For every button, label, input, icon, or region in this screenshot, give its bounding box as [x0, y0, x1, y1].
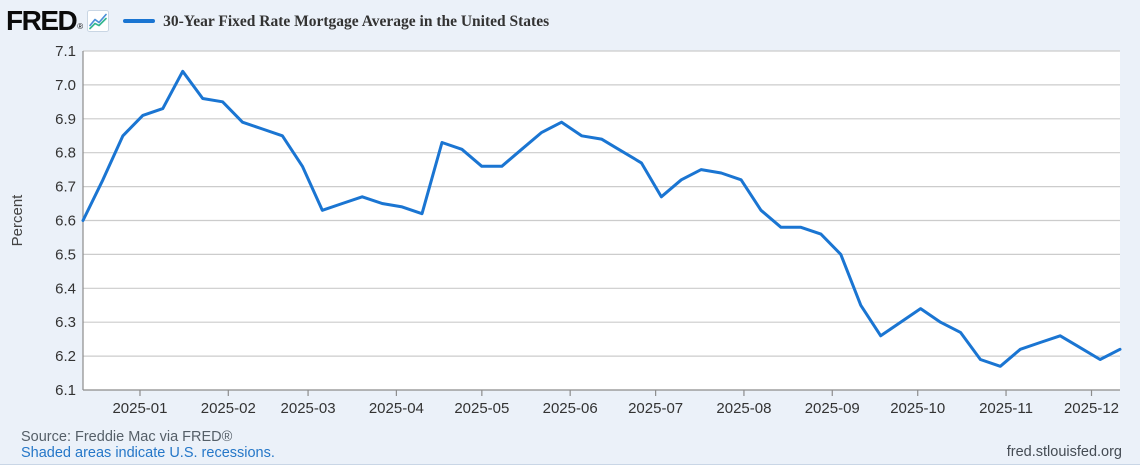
site-url: fred.stlouisfed.org [1006, 444, 1122, 460]
svg-text:6.3: 6.3 [55, 314, 76, 331]
fred-logo[interactable]: FRED ® [6, 5, 110, 36]
svg-text:2025-09: 2025-09 [805, 400, 860, 417]
chart-title: 30-Year Fixed Rate Mortgage Average in t… [163, 12, 550, 30]
svg-text:2025-07: 2025-07 [628, 400, 683, 417]
svg-text:2025-01: 2025-01 [112, 400, 167, 417]
svg-text:2025-06: 2025-06 [543, 400, 598, 417]
svg-text:2025-02: 2025-02 [201, 400, 256, 417]
x-axis-tick-labels: 2025-01 2025-02 2025-03 2025-04 2025-05 2025-… [112, 400, 1119, 417]
svg-text:6.7: 6.7 [55, 179, 76, 196]
svg-text:2025-12: 2025-12 [1064, 400, 1119, 417]
gridlines [83, 50, 1120, 357]
svg-text:7.0: 7.0 [55, 77, 76, 94]
svg-text:7.1: 7.1 [55, 43, 76, 60]
y-axis-title: Percent [9, 194, 26, 247]
svg-text:2025-04: 2025-04 [369, 400, 424, 417]
svg-text:6.5: 6.5 [55, 246, 76, 263]
svg-text:6.2: 6.2 [55, 348, 76, 365]
svg-text:6.1: 6.1 [55, 382, 76, 399]
mortgage-rate-line-chart[interactable]: 6.1 6.2 6.3 6.4 6.5 6.6 6.7 6.8 6.9 7.0 7.1 2025-0… [0, 40, 1140, 425]
svg-text:6.8: 6.8 [55, 145, 76, 162]
source-note: Source: Freddie Mac via FRED® [21, 429, 233, 445]
data-series-line[interactable] [81, 69, 1122, 368]
svg-text:2025-11: 2025-11 [979, 400, 1033, 417]
svg-text:6.6: 6.6 [55, 213, 76, 230]
fred-sparkline-icon [87, 10, 110, 32]
fred-logo-registered-mark: ® [77, 22, 84, 31]
series-legend-line [123, 19, 156, 23]
chart-header: FRED ® 30-Year Fixed Rate Mortgage Avera… [6, 5, 1130, 37]
svg-text:2025-10: 2025-10 [890, 400, 945, 417]
x-axis-tick-marks [139, 390, 1093, 396]
svg-text:6.4: 6.4 [55, 280, 76, 297]
y-axis-tick-labels: 6.1 6.2 6.3 6.4 6.5 6.6 6.7 6.8 6.9 7.0 7.1 [55, 43, 76, 399]
svg-text:2025-05: 2025-05 [454, 400, 509, 417]
svg-text:2025-08: 2025-08 [716, 400, 771, 417]
svg-text:2025-03: 2025-03 [281, 400, 336, 417]
recessions-link[interactable]: Shaded areas indicate U.S. recessions. [21, 445, 275, 461]
fred-logo-text: FRED [6, 5, 78, 36]
svg-text:6.9: 6.9 [55, 111, 76, 128]
